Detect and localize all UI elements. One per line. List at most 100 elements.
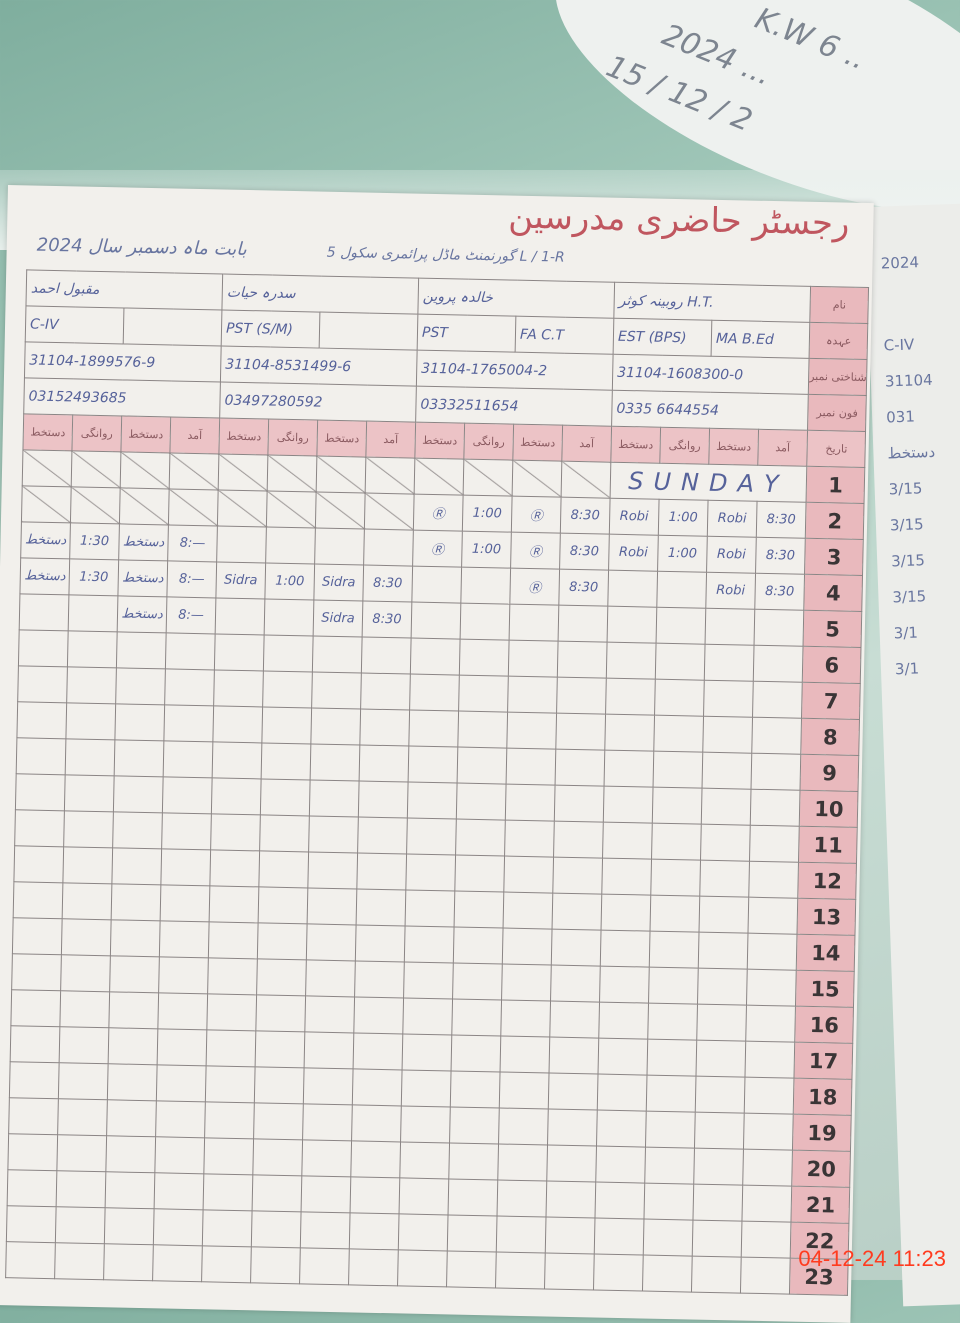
attendance-cell: [695, 1076, 745, 1114]
attendance-cell: [351, 1104, 402, 1142]
attendance-cell: [643, 1183, 694, 1221]
attendance-cell: [6, 1205, 57, 1243]
attendance-cell: [603, 786, 654, 824]
attendance-cell: [258, 886, 308, 924]
day-number: 8: [800, 718, 860, 756]
attendance-cell: 8:30: [560, 497, 611, 535]
attendance-cell: [508, 640, 559, 678]
day-number: 2: [805, 502, 865, 540]
attendance-cell: [209, 885, 259, 923]
attendance-cell: [651, 823, 702, 861]
attendance-cell: [206, 1029, 256, 1067]
attendance-cell: [316, 456, 366, 494]
attendance-cell: [254, 1066, 305, 1104]
attendance-cell: [159, 920, 210, 958]
next-page-year: 2024: [880, 253, 920, 273]
attendance-cell: [108, 991, 159, 1029]
attendance-cell: [500, 1036, 550, 1074]
next-page-line: 31104: [884, 370, 933, 391]
attendance-cell: [656, 571, 707, 609]
photo-timestamp: 04-12-24 11:23: [798, 1246, 946, 1271]
attendance-cell: 8:—: [166, 596, 216, 634]
attendance-cell: [695, 1040, 746, 1078]
attendance-cell: [554, 785, 605, 823]
attendance-cell: [305, 959, 356, 997]
attendance-cell: [158, 956, 209, 994]
attendance-cell: [12, 917, 63, 955]
attendance-cell: [116, 631, 167, 669]
attendance-cell: [206, 993, 257, 1031]
attendance-cell: [59, 990, 110, 1028]
attendance-cell: [266, 490, 317, 529]
attendance-cell: [692, 1220, 742, 1258]
attendance-cell: [398, 1213, 449, 1251]
attendance-cell: [217, 489, 268, 527]
attendance-cell: 1:00: [462, 495, 513, 533]
attendance-cell: [512, 460, 562, 498]
attendance-cell: 1:30: [68, 558, 119, 596]
attendance-cell: [595, 1146, 646, 1184]
attendance-cell: [741, 1185, 792, 1223]
attendance-cell: [650, 895, 700, 933]
attendance-cell: [754, 609, 804, 647]
attendance-cell: [552, 893, 602, 931]
attendance-cell: [495, 1251, 546, 1289]
day-number: 5: [803, 610, 863, 648]
attendance-cell: [250, 1246, 301, 1284]
attendance-cell: [654, 679, 705, 717]
attendance-cell: [154, 1172, 204, 1210]
attendance-cell: [71, 450, 121, 488]
attendance-cell: [406, 818, 457, 856]
attendance-cell: [304, 1031, 354, 1069]
attendance-cell: [647, 1003, 698, 1041]
attendance-cell: [263, 634, 314, 672]
column-header: دستخط: [512, 424, 563, 462]
attendance-cell: [648, 967, 699, 1005]
attendance-cell: [105, 1171, 155, 1209]
attendance-cell: [163, 704, 214, 742]
attendance-cell: 1:00: [461, 531, 512, 569]
attendance-cell: [448, 1142, 499, 1180]
teacher-post: PST: [417, 314, 516, 353]
teacher-phone: 03332511654: [415, 386, 613, 427]
attendance-cell: [546, 1145, 597, 1183]
attendance-cell: [353, 1032, 403, 1070]
attendance-cell: [164, 668, 215, 706]
attendance-cell: [451, 1034, 501, 1072]
attendance-cell: [697, 968, 748, 1006]
day-number: 3: [804, 538, 864, 576]
next-page-line: دستخط: [887, 442, 936, 463]
teacher-phone: 03152493685: [23, 377, 221, 418]
attendance-cell: [601, 894, 651, 932]
attendance-cell: 8:—: [166, 560, 217, 598]
attendance-cell: [411, 566, 462, 604]
attendance-cell: 1:00: [658, 499, 709, 537]
attendance-cell: [646, 1039, 697, 1077]
attendance-cell: Sidra: [215, 561, 266, 599]
attendance-cell: [556, 677, 607, 715]
attendance-cell: 8:30: [754, 573, 805, 611]
day-number: 19: [792, 1114, 852, 1152]
attendance-cell: [505, 784, 556, 822]
attendance-cell: [549, 1037, 599, 1075]
attendance-cell: [547, 1109, 598, 1147]
column-header: دستخط: [120, 415, 171, 453]
attendance-cell: [110, 919, 161, 957]
attendance-cell: [261, 706, 312, 744]
attendance-cell: [557, 641, 608, 679]
attendance-cell: دستخط: [20, 521, 71, 559]
attendance-cell: [310, 707, 361, 745]
attendance-cell: [593, 1254, 644, 1292]
attendance-cell: [365, 457, 415, 495]
attendance-cell: [109, 955, 160, 993]
attendance-cell: [500, 1000, 551, 1038]
day-number: 16: [794, 1006, 854, 1044]
attendance-cell: [410, 638, 461, 676]
attendance-cell: [7, 1133, 58, 1171]
attendance-cell: [251, 1210, 302, 1248]
attendance-cell: [9, 1061, 60, 1099]
attendance-cell: [454, 855, 505, 893]
attendance-cell: [203, 1173, 253, 1211]
attendance-cell: [552, 857, 603, 895]
attendance-cell: [58, 1062, 109, 1100]
